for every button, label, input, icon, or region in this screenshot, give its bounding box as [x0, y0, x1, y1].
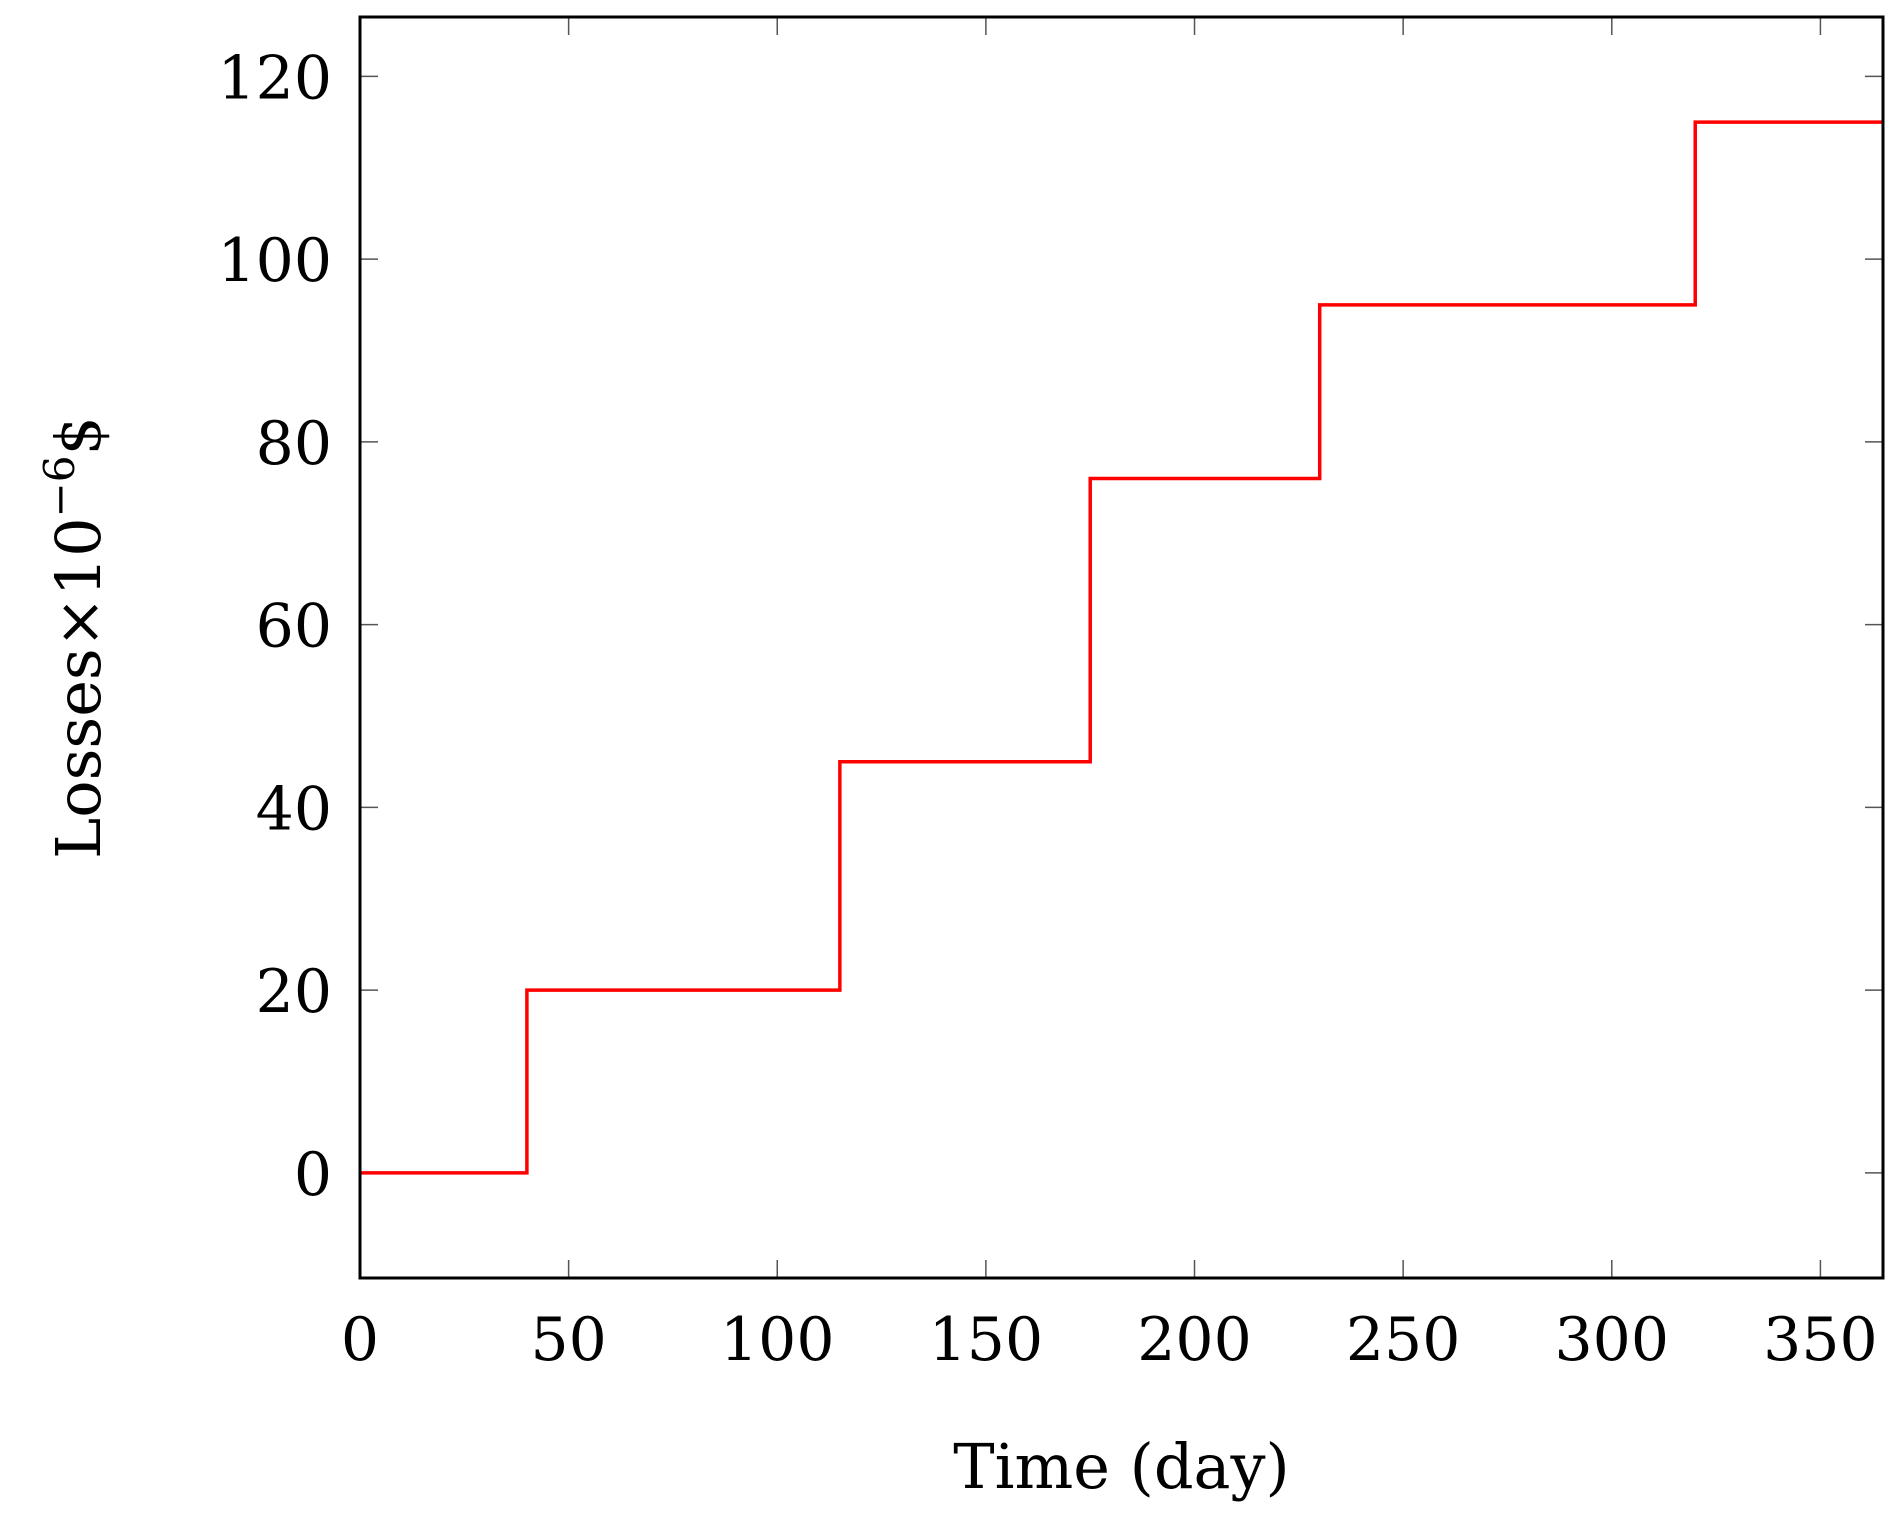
y-tick-label: 100	[217, 226, 332, 296]
y-axis-title-exponent: −6	[35, 456, 84, 518]
plot-frame	[358, 15, 1885, 1280]
y-tick-label: 0	[294, 1140, 332, 1210]
y-tick-label: 40	[256, 774, 332, 844]
x-tick-label: 100	[720, 1305, 835, 1375]
x-axis-title: Time (day)	[953, 1430, 1289, 1503]
x-tick-label: 150	[929, 1305, 1044, 1375]
y-tick-label: 80	[256, 409, 332, 479]
y-tick-label: 20	[256, 957, 332, 1027]
x-tick-label: 300	[1555, 1305, 1670, 1375]
x-tick-label: 250	[1346, 1305, 1461, 1375]
x-tick-label: 50	[530, 1305, 606, 1375]
y-axis-title: Losses×10−6$	[35, 416, 115, 859]
y-axis-title-unit: $	[42, 416, 115, 455]
x-tick-label: 350	[1763, 1305, 1878, 1375]
y-tick-label: 120	[217, 43, 332, 113]
x-tick-label: 200	[1137, 1305, 1252, 1375]
series-line	[360, 120, 1883, 1175]
y-axis-title-base: Losses×10	[42, 517, 115, 858]
y-tick-label: 60	[256, 592, 332, 662]
x-tick-label: 0	[341, 1305, 379, 1375]
